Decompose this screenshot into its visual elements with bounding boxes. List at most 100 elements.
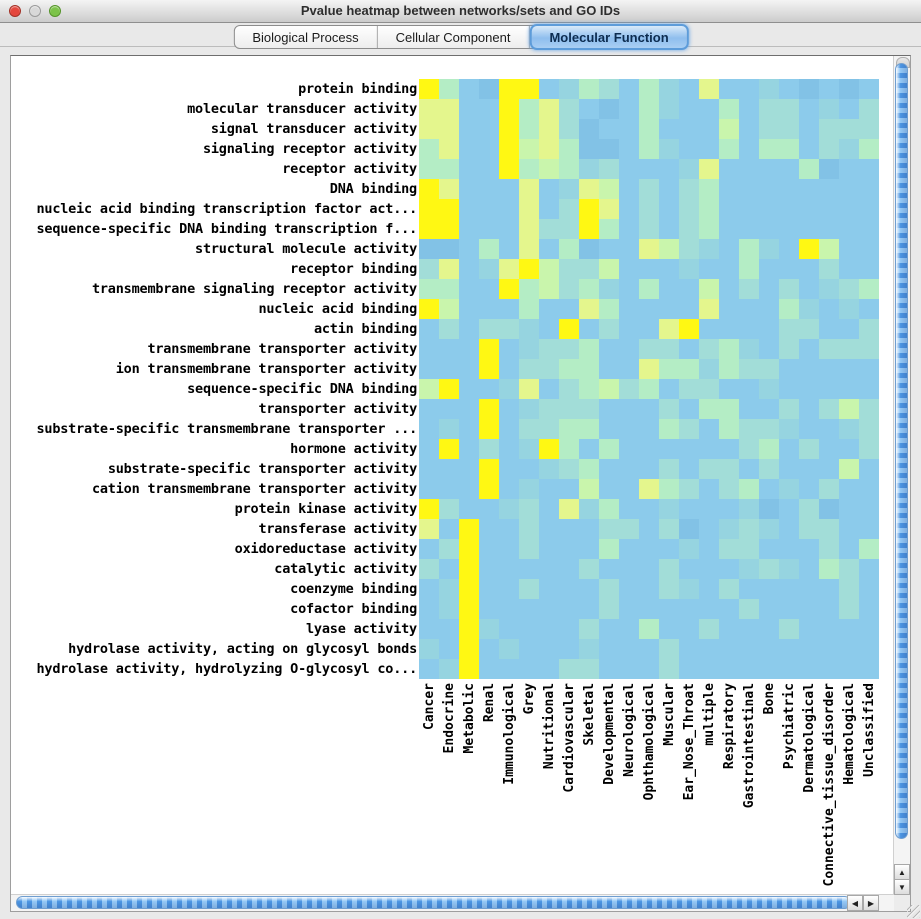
heatmap-cell[interactable]: [659, 119, 679, 139]
heatmap-cell[interactable]: [779, 199, 799, 219]
heatmap-cell[interactable]: [579, 459, 599, 479]
heatmap-cell[interactable]: [779, 439, 799, 459]
heatmap-cell[interactable]: [859, 599, 879, 619]
heatmap-cell[interactable]: [719, 359, 739, 379]
heatmap-cell[interactable]: [719, 299, 739, 319]
heatmap-cell[interactable]: [759, 379, 779, 399]
heatmap-cell[interactable]: [499, 559, 519, 579]
heatmap-cell[interactable]: [579, 259, 599, 279]
heatmap-cell[interactable]: [519, 419, 539, 439]
heatmap-cell[interactable]: [519, 459, 539, 479]
heatmap-cell[interactable]: [459, 499, 479, 519]
heatmap-cell[interactable]: [579, 359, 599, 379]
heatmap-cell[interactable]: [539, 599, 559, 619]
heatmap-cell[interactable]: [419, 119, 439, 139]
heatmap-cell[interactable]: [839, 119, 859, 139]
heatmap-cell[interactable]: [639, 339, 659, 359]
heatmap-cell[interactable]: [659, 559, 679, 579]
heatmap-cell[interactable]: [639, 379, 659, 399]
heatmap-cell[interactable]: [679, 419, 699, 439]
heatmap-cell[interactable]: [499, 419, 519, 439]
heatmap-cell[interactable]: [539, 119, 559, 139]
heatmap-cell[interactable]: [499, 399, 519, 419]
heatmap-cell[interactable]: [839, 179, 859, 199]
heatmap-cell[interactable]: [459, 199, 479, 219]
heatmap-cell[interactable]: [459, 79, 479, 99]
heatmap-cell[interactable]: [439, 359, 459, 379]
heatmap-cell[interactable]: [779, 279, 799, 299]
heatmap-cell[interactable]: [679, 319, 699, 339]
heatmap-cell[interactable]: [419, 179, 439, 199]
heatmap-cell[interactable]: [679, 379, 699, 399]
heatmap-cell[interactable]: [799, 279, 819, 299]
heatmap-cell[interactable]: [799, 259, 819, 279]
heatmap-cell[interactable]: [599, 619, 619, 639]
heatmap-cell[interactable]: [619, 519, 639, 539]
heatmap-cell[interactable]: [419, 419, 439, 439]
heatmap-cell[interactable]: [759, 99, 779, 119]
heatmap-cell[interactable]: [479, 479, 499, 499]
heatmap-cell[interactable]: [639, 199, 659, 219]
heatmap-cell[interactable]: [579, 319, 599, 339]
heatmap-cell[interactable]: [499, 499, 519, 519]
heatmap-cell[interactable]: [659, 399, 679, 419]
heatmap-cell[interactable]: [739, 339, 759, 359]
heatmap-cell[interactable]: [419, 559, 439, 579]
heatmap-cell[interactable]: [599, 239, 619, 259]
heatmap-cell[interactable]: [699, 219, 719, 239]
heatmap-cell[interactable]: [799, 519, 819, 539]
heatmap-cell[interactable]: [439, 459, 459, 479]
heatmap-cell[interactable]: [819, 179, 839, 199]
heatmap-cell[interactable]: [719, 319, 739, 339]
heatmap-cell[interactable]: [499, 339, 519, 359]
heatmap-cell[interactable]: [759, 439, 779, 459]
heatmap-cell[interactable]: [719, 139, 739, 159]
heatmap-cell[interactable]: [659, 499, 679, 519]
heatmap-cell[interactable]: [679, 339, 699, 359]
heatmap-cell[interactable]: [639, 439, 659, 459]
heatmap-cell[interactable]: [699, 159, 719, 179]
heatmap-cell[interactable]: [859, 539, 879, 559]
heatmap-cell[interactable]: [559, 119, 579, 139]
heatmap-cell[interactable]: [819, 239, 839, 259]
heatmap-cell[interactable]: [679, 119, 699, 139]
heatmap-cell[interactable]: [619, 79, 639, 99]
heatmap-cell[interactable]: [559, 619, 579, 639]
heatmap-cell[interactable]: [739, 439, 759, 459]
heatmap-cell[interactable]: [659, 279, 679, 299]
heatmap-cell[interactable]: [799, 339, 819, 359]
heatmap-cell[interactable]: [439, 419, 459, 439]
heatmap-cell[interactable]: [419, 159, 439, 179]
heatmap-cell[interactable]: [839, 479, 859, 499]
heatmap-cell[interactable]: [739, 399, 759, 419]
heatmap-cell[interactable]: [799, 599, 819, 619]
heatmap-cell[interactable]: [659, 519, 679, 539]
heatmap-cell[interactable]: [659, 479, 679, 499]
heatmap-cell[interactable]: [699, 619, 719, 639]
heatmap-cell[interactable]: [419, 279, 439, 299]
heatmap-cell[interactable]: [459, 359, 479, 379]
heatmap-cell[interactable]: [719, 639, 739, 659]
heatmap-cell[interactable]: [419, 459, 439, 479]
heatmap-cell[interactable]: [539, 299, 559, 319]
heatmap-cell[interactable]: [579, 219, 599, 239]
heatmap-cell[interactable]: [479, 179, 499, 199]
heatmap-cell[interactable]: [679, 239, 699, 259]
heatmap-cell[interactable]: [559, 599, 579, 619]
heatmap-cell[interactable]: [559, 479, 579, 499]
heatmap-cell[interactable]: [759, 639, 779, 659]
heatmap-cell[interactable]: [419, 479, 439, 499]
heatmap-cell[interactable]: [759, 359, 779, 379]
heatmap-cell[interactable]: [639, 119, 659, 139]
heatmap-cell[interactable]: [439, 299, 459, 319]
heatmap-cell[interactable]: [539, 239, 559, 259]
heatmap-cell[interactable]: [799, 159, 819, 179]
heatmap-cell[interactable]: [739, 359, 759, 379]
heatmap-cell[interactable]: [499, 219, 519, 239]
heatmap-cell[interactable]: [839, 419, 859, 439]
heatmap-cell[interactable]: [719, 559, 739, 579]
heatmap-cell[interactable]: [859, 559, 879, 579]
heatmap-cell[interactable]: [639, 399, 659, 419]
heatmap-cell[interactable]: [599, 339, 619, 359]
heatmap-cell[interactable]: [539, 179, 559, 199]
